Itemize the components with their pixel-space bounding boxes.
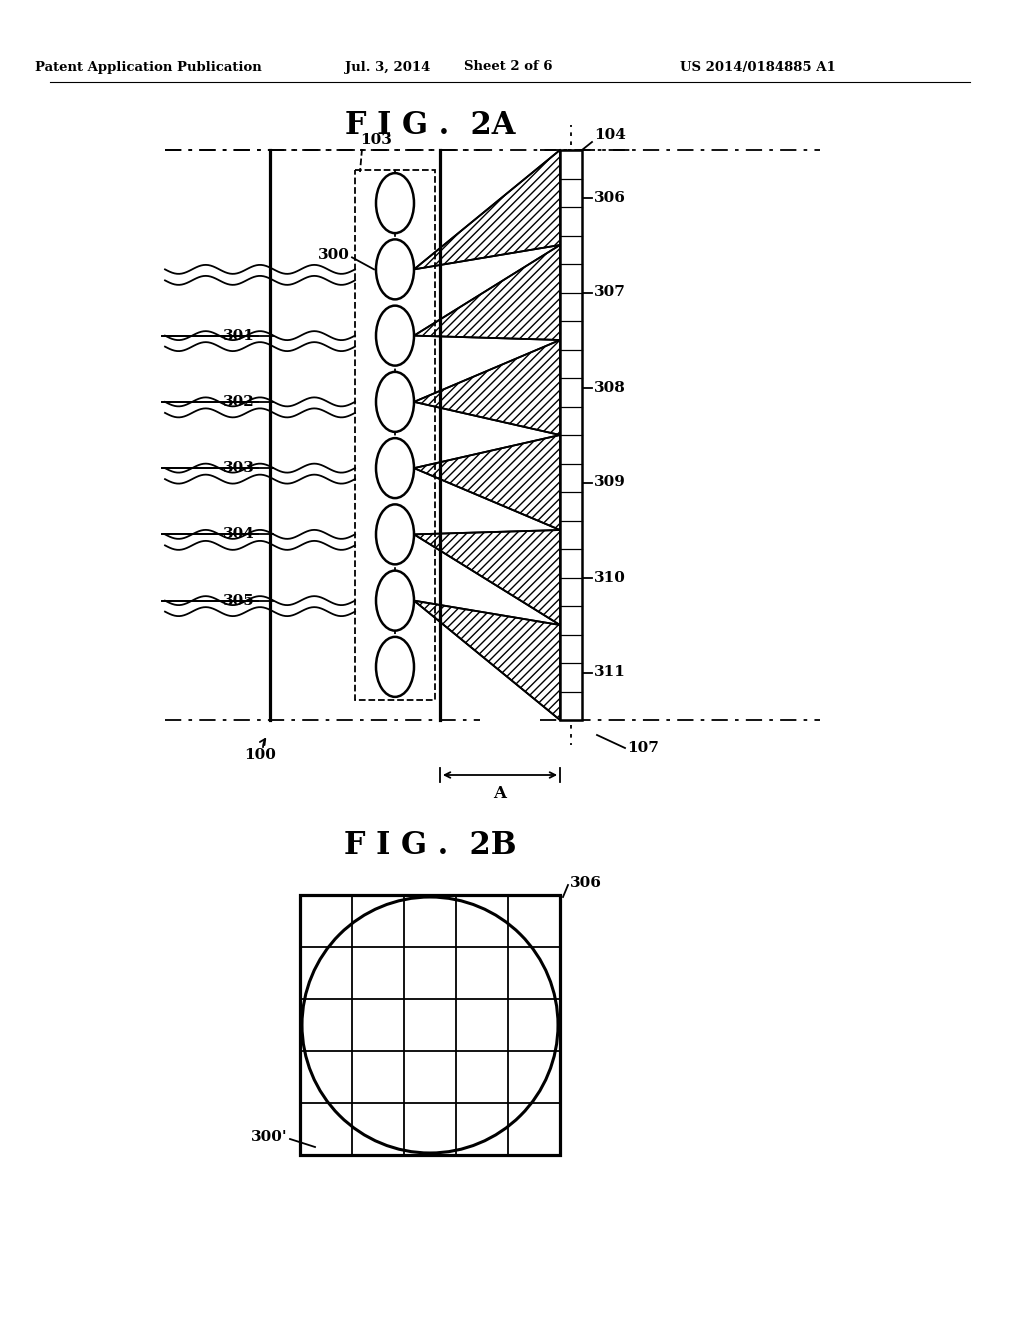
Text: 300': 300' xyxy=(251,1130,288,1144)
Ellipse shape xyxy=(376,306,414,366)
Text: 300: 300 xyxy=(318,248,350,263)
Text: 304: 304 xyxy=(223,528,255,541)
Text: 302: 302 xyxy=(223,395,255,409)
Text: 104: 104 xyxy=(594,128,626,143)
Text: 306: 306 xyxy=(594,190,626,205)
Text: Sheet 2 of 6: Sheet 2 of 6 xyxy=(464,61,552,74)
Ellipse shape xyxy=(376,438,414,498)
Text: Jul. 3, 2014: Jul. 3, 2014 xyxy=(345,61,431,74)
Text: 301: 301 xyxy=(223,329,255,343)
Text: US 2014/0184885 A1: US 2014/0184885 A1 xyxy=(680,61,836,74)
Bar xyxy=(355,170,435,700)
Text: 306: 306 xyxy=(570,876,602,890)
Text: F I G .  2A: F I G . 2A xyxy=(345,110,515,140)
Bar xyxy=(300,895,560,1155)
Text: F I G .  2B: F I G . 2B xyxy=(344,829,516,861)
Text: A: A xyxy=(494,784,507,801)
Text: 309: 309 xyxy=(594,475,626,490)
Text: 308: 308 xyxy=(594,380,626,395)
Ellipse shape xyxy=(376,636,414,697)
Bar xyxy=(560,150,582,719)
Ellipse shape xyxy=(376,504,414,565)
Text: 107: 107 xyxy=(627,741,658,755)
Text: 303: 303 xyxy=(223,461,255,475)
Text: 305: 305 xyxy=(223,594,255,607)
Text: 307: 307 xyxy=(594,285,626,300)
Text: 103: 103 xyxy=(360,133,392,147)
Text: Patent Application Publication: Patent Application Publication xyxy=(35,61,261,74)
Text: 100: 100 xyxy=(244,748,275,762)
Ellipse shape xyxy=(376,239,414,300)
Ellipse shape xyxy=(376,173,414,234)
Ellipse shape xyxy=(376,570,414,631)
Text: 311: 311 xyxy=(594,665,626,680)
Text: 310: 310 xyxy=(594,570,626,585)
Ellipse shape xyxy=(376,372,414,432)
